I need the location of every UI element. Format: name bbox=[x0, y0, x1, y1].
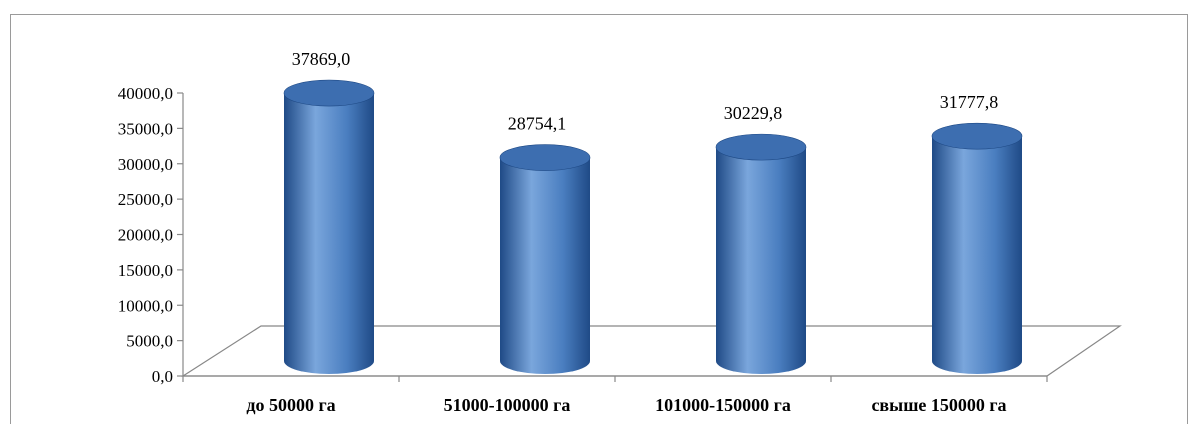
y-tick-label: 30000,0 bbox=[118, 155, 173, 174]
bar-body bbox=[716, 147, 806, 374]
bar bbox=[931, 122, 1023, 374]
category-label: 101000-150000 га bbox=[655, 395, 791, 415]
y-tick-label: 15000,0 bbox=[118, 261, 173, 280]
data-label: 28754,1 bbox=[508, 114, 567, 134]
category-label: до 50000 га bbox=[246, 395, 335, 415]
y-axis: 0,0 5000,0 10000,0 15000,0 20000,0 25000,0 300… bbox=[118, 84, 1048, 386]
y-tick-label: 25000,0 bbox=[118, 190, 173, 209]
data-labels: 37869,0 28754,1 30229,8 31777,8 bbox=[292, 49, 999, 133]
data-label: 30229,8 bbox=[724, 103, 783, 123]
data-label: 37869,0 bbox=[292, 49, 351, 69]
bar-top bbox=[499, 144, 591, 171]
y-tick-label: 10000,0 bbox=[118, 296, 173, 315]
bar-top bbox=[715, 133, 807, 161]
bar-top bbox=[283, 79, 375, 107]
y-tick-label: 40000,0 bbox=[118, 84, 173, 103]
y-tick-label: 20000,0 bbox=[118, 226, 173, 245]
category-label: свыше 150000 га bbox=[871, 395, 1006, 415]
bars bbox=[283, 79, 1023, 374]
y-tick-label: 35000,0 bbox=[118, 119, 173, 138]
bar bbox=[715, 133, 807, 374]
data-label: 31777,8 bbox=[940, 92, 999, 112]
bar bbox=[283, 79, 375, 374]
chart-frame bbox=[10, 14, 1188, 424]
x-axis-categories: до 50000 га 51000-100000 га 101000-150000 … bbox=[246, 395, 1006, 415]
bar bbox=[499, 144, 591, 374]
bar-body bbox=[500, 157, 590, 374]
bar-top bbox=[931, 122, 1023, 150]
category-label: 51000-100000 га bbox=[444, 395, 571, 415]
y-tick-label: 0,0 bbox=[152, 367, 173, 386]
bar-body bbox=[932, 136, 1022, 374]
y-tick-label: 5000,0 bbox=[126, 332, 173, 351]
bar-body bbox=[284, 93, 374, 374]
